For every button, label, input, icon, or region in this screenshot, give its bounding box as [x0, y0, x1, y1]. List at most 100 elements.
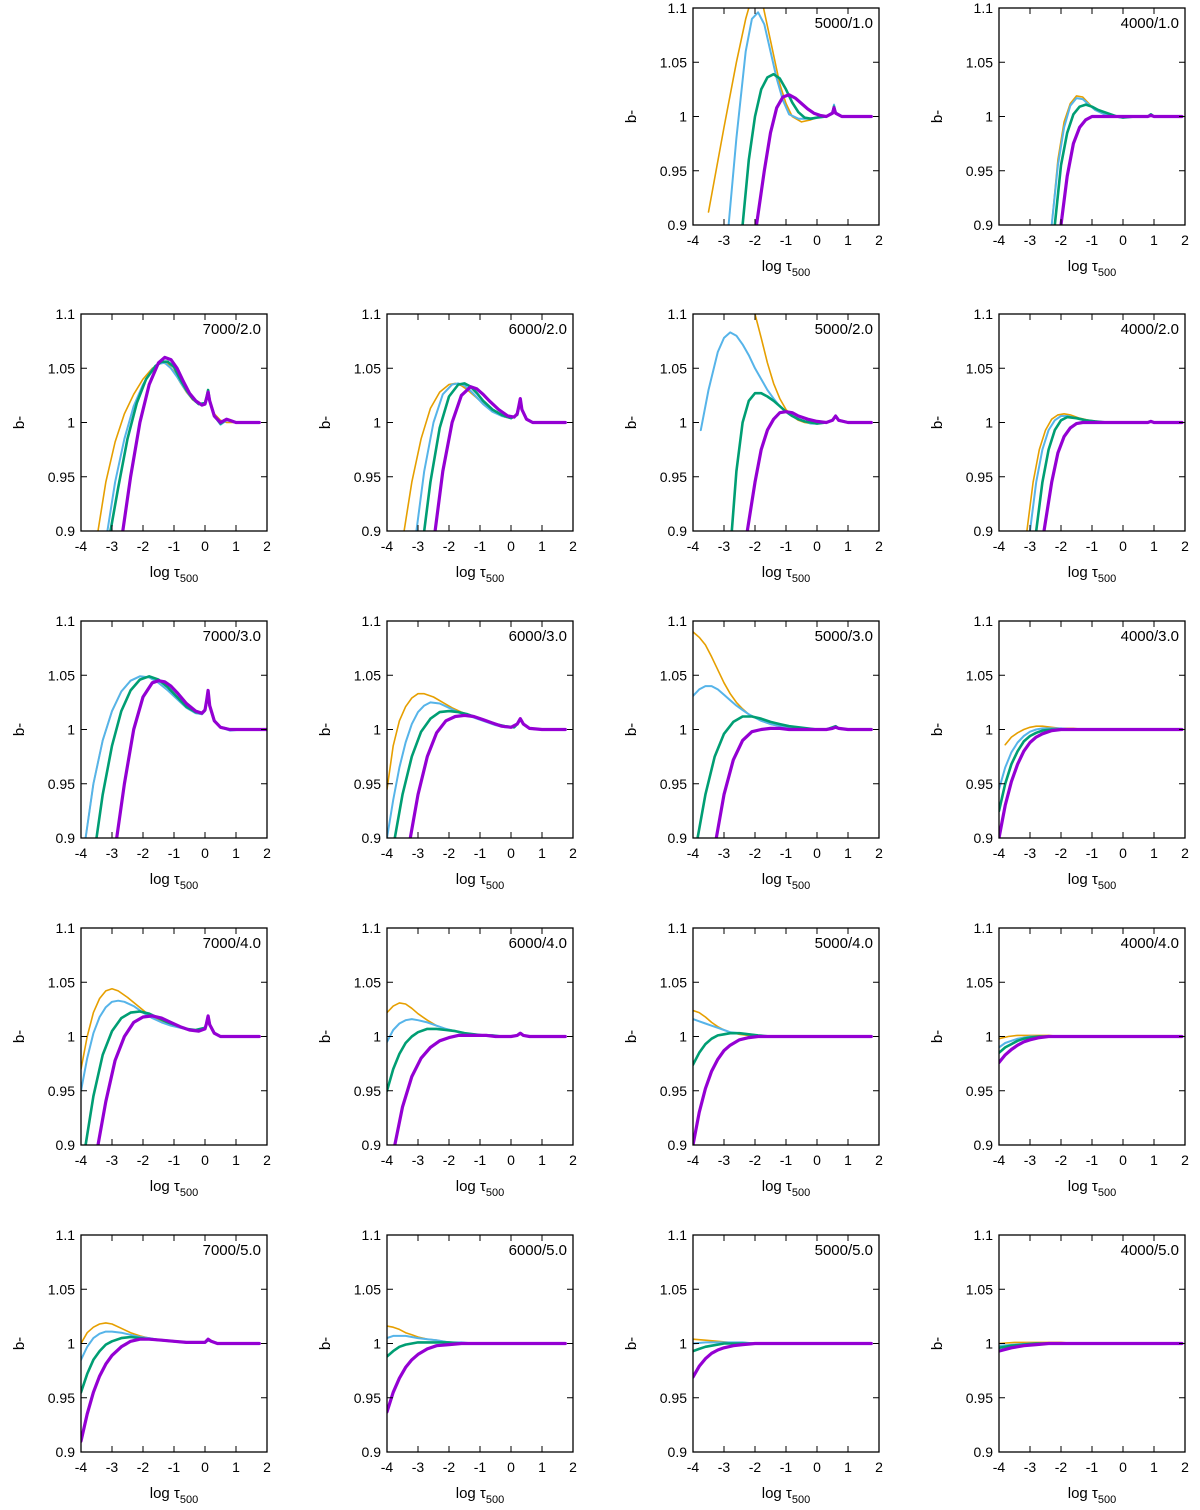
series-line-s3	[387, 1027, 567, 1093]
panel-title: 7000/2.0	[203, 321, 261, 338]
x-tick-label: 1	[232, 1459, 240, 1475]
x-axis-label-main: log τ	[150, 1485, 180, 1502]
x-tick-label: 2	[263, 538, 271, 554]
x-tick-label: -2	[443, 1152, 456, 1168]
y-tick-label: 0.9	[668, 1137, 688, 1153]
x-axis-label: log τ500	[762, 1485, 810, 1506]
x-tick-label: -3	[1024, 845, 1037, 861]
x-axis-label-subscript: 500	[792, 1187, 810, 1199]
y-tick-label: 0.9	[974, 523, 994, 539]
x-tick-label: -3	[106, 1152, 119, 1168]
series-group	[387, 692, 567, 838]
series-line-s1	[84, 675, 267, 838]
x-axis-label: log τ500	[762, 1178, 810, 1199]
x-tick-label: -4	[381, 845, 394, 861]
x-axis-label-subscript: 500	[1098, 880, 1116, 892]
x-tick-label: 1	[538, 1459, 546, 1475]
x-axis-label-main: log τ	[762, 1485, 792, 1502]
series-line-s3	[999, 1035, 1184, 1055]
x-axis-label-main: log τ	[150, 564, 180, 581]
x-tick-label: 0	[813, 1152, 821, 1168]
x-tick-label: 0	[813, 845, 821, 861]
x-tick-label: 1	[538, 538, 546, 554]
x-tick-label: -4	[381, 1459, 394, 1475]
x-tick-label: -3	[718, 845, 731, 861]
y-tick-label: 1.05	[48, 974, 75, 990]
series-line-s2	[84, 675, 267, 838]
y-axis-label: b-	[317, 416, 334, 429]
y-tick-label: 0.9	[362, 1137, 382, 1153]
x-tick-label: -4	[75, 1459, 88, 1475]
panel-title: 4000/3.0	[1121, 628, 1179, 645]
x-tick-label: 0	[507, 1152, 515, 1168]
x-axis-label-subscript: 500	[180, 1187, 198, 1199]
x-axis-label-main: log τ	[762, 258, 792, 275]
series-line-s4	[393, 1031, 567, 1145]
chart-panel-0: -4 -3 -2 -1 0 1 2 0.9 0.95 1 1.05 1.1 5000/1.0 b-log …	[623, 0, 883, 279]
chart-panel-15: -4 -3 -2 -1 0 1 2 0.9 0.95 1 1.05 1.1 6000/5.0 b-log …	[317, 1227, 577, 1506]
y-tick-label: 0.95	[966, 469, 993, 485]
y-tick-label: 0.9	[668, 1444, 688, 1460]
x-tick-label: -3	[412, 1459, 425, 1475]
x-tick-label: 2	[1181, 538, 1189, 554]
series-line-s3	[95, 675, 267, 838]
x-axis-label-subscript: 500	[486, 1494, 504, 1506]
x-tick-label: 2	[875, 538, 883, 554]
y-tick-label: 1.05	[354, 360, 381, 376]
y-axis-label: b-	[929, 1030, 946, 1043]
x-axis-label: log τ500	[456, 871, 504, 892]
series-line-s2	[727, 11, 873, 225]
series-group	[693, 1338, 873, 1379]
panel-title: 5000/5.0	[815, 1242, 873, 1259]
x-tick-label: -1	[474, 845, 487, 861]
chart-panel-3: -4 -3 -2 -1 0 1 2 0.9 0.95 1 1.05 1.1 6000/2.0 b-log …	[317, 306, 577, 585]
y-tick-label: 1.1	[668, 1227, 688, 1243]
x-tick-label: -2	[443, 1459, 456, 1475]
y-tick-label: 0.95	[48, 469, 75, 485]
x-tick-label: 1	[232, 1152, 240, 1168]
x-axis-label-main: log τ	[456, 1178, 486, 1195]
x-tick-label: -1	[780, 538, 793, 554]
x-axis-label-subscript: 500	[1098, 267, 1116, 279]
x-axis-label-subscript: 500	[180, 573, 198, 585]
panel-title: 6000/3.0	[509, 628, 567, 645]
y-axis-label: b-	[623, 1030, 640, 1043]
x-tick-label: -4	[381, 538, 394, 554]
y-tick-label: 0.95	[354, 1390, 381, 1406]
x-tick-label: 0	[201, 845, 209, 861]
series-line-s1	[693, 631, 873, 731]
x-axis-label-subscript: 500	[486, 880, 504, 892]
chart-panel-13: -4 -3 -2 -1 0 1 2 0.9 0.95 1 1.05 1.1 4000/4.0 b-log …	[929, 920, 1189, 1199]
y-axis-label: b-	[929, 723, 946, 736]
x-axis-label-subscript: 500	[180, 880, 198, 892]
y-tick-label: 0.95	[660, 469, 687, 485]
x-tick-label: 1	[538, 845, 546, 861]
chart-panel-7: -4 -3 -2 -1 0 1 2 0.9 0.95 1 1.05 1.1 6000/3.0 b-log …	[317, 613, 577, 892]
series-group	[699, 314, 873, 531]
x-tick-label: -3	[106, 1459, 119, 1475]
x-tick-label: -4	[993, 1152, 1006, 1168]
x-axis-label: log τ500	[762, 564, 810, 585]
x-axis-label: log τ500	[150, 1485, 198, 1506]
series-line-s3	[81, 1335, 261, 1394]
x-tick-label: -2	[137, 1459, 150, 1475]
x-tick-label: -2	[1055, 845, 1068, 861]
x-tick-label: -3	[718, 232, 731, 248]
x-tick-label: 2	[1181, 232, 1189, 248]
x-tick-label: 1	[844, 845, 852, 861]
x-tick-label: -1	[780, 1152, 793, 1168]
series-group	[999, 1034, 1184, 1065]
x-tick-label: -3	[106, 845, 119, 861]
y-axis-label: b-	[929, 416, 946, 429]
x-tick-label: 1	[1150, 538, 1158, 554]
x-tick-label: -4	[75, 538, 88, 554]
y-tick-label: 1	[67, 722, 75, 738]
y-tick-label: 1	[679, 722, 687, 738]
x-tick-label: -1	[780, 845, 793, 861]
y-tick-label: 0.9	[56, 1137, 76, 1153]
y-tick-label: 0.9	[362, 523, 382, 539]
chart-panel-5: -4 -3 -2 -1 0 1 2 0.9 0.95 1 1.05 1.1 4000/2.0 b-log …	[929, 306, 1189, 585]
chart-panel-6: -4 -3 -2 -1 0 1 2 0.9 0.95 1 1.05 1.1 7000/3.0 b-log …	[11, 613, 271, 892]
y-tick-label: 0.95	[660, 163, 687, 179]
